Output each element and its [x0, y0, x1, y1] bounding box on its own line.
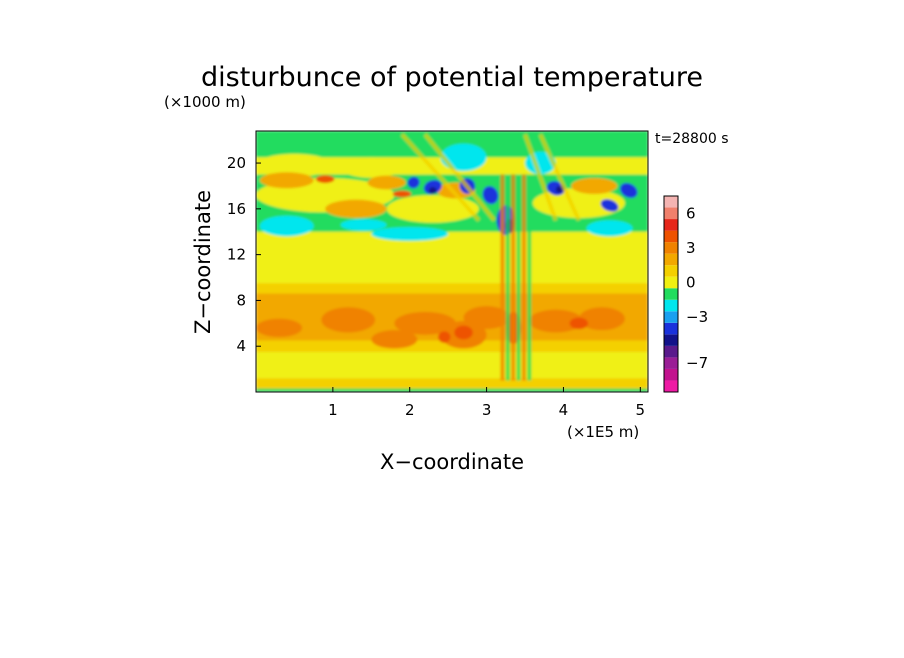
colorbar-swatch	[664, 276, 678, 289]
colorbar-tick-label: 3	[686, 239, 696, 257]
plot-frame	[255, 130, 649, 393]
colorbar-tick-label: 6	[686, 204, 696, 222]
colorbar-swatch	[664, 265, 678, 277]
y-tick-label: 16	[227, 200, 246, 218]
colorbar-swatch	[664, 253, 678, 266]
colorbar-swatch	[664, 288, 678, 300]
y-tick-label: 12	[227, 246, 246, 264]
colorbar-swatch	[664, 230, 678, 243]
chart-title: disturbunce of potential temperature	[201, 62, 703, 93]
contour-field	[256, 131, 648, 392]
colorbar-swatch	[664, 242, 678, 254]
x-axis-label: X−coordinate	[380, 450, 524, 474]
x-tick-label: 3	[482, 401, 492, 419]
x-unit-label: (×1E5 m)	[567, 423, 639, 441]
x-tick-label: 4	[559, 401, 569, 419]
colorbar-swatch	[664, 380, 678, 392]
y-tick-label: 8	[236, 291, 246, 309]
colorbar-swatch	[664, 357, 678, 369]
colorbar-swatch	[664, 345, 678, 358]
colorbar-tick-label: 0	[686, 273, 696, 291]
colorbar-swatch	[664, 196, 678, 208]
colorbar-swatch	[664, 368, 678, 381]
colorbar-tick-label: −3	[686, 308, 708, 326]
colorbar-frame	[663, 195, 679, 393]
x-tick-label: 5	[636, 401, 646, 419]
x-tick-label: 2	[405, 401, 415, 419]
colorbar-swatch	[664, 299, 678, 312]
colorbar-swatch	[664, 311, 678, 323]
colorbar-swatch	[664, 322, 678, 335]
colorbar-swatch	[664, 207, 678, 220]
time-label: t=28800 s	[655, 131, 729, 147]
x-axis-ticks: 1 2 3 4 5	[328, 387, 645, 419]
x-tick-label: 1	[328, 401, 338, 419]
y-tick-label: 4	[236, 337, 246, 355]
y-unit-label: (×1000 m)	[164, 93, 246, 111]
colorbar-swatch	[664, 219, 678, 231]
colorbar-tick-label: −7	[686, 354, 708, 372]
colorbar: 6 3 0 −3 −7	[663, 195, 708, 393]
y-axis-ticks: 4 8 12 16 20	[227, 154, 261, 355]
y-axis-label: Z−coordinate	[191, 190, 215, 334]
colorbar-swatch	[664, 334, 678, 346]
y-tick-label: 20	[227, 154, 246, 172]
